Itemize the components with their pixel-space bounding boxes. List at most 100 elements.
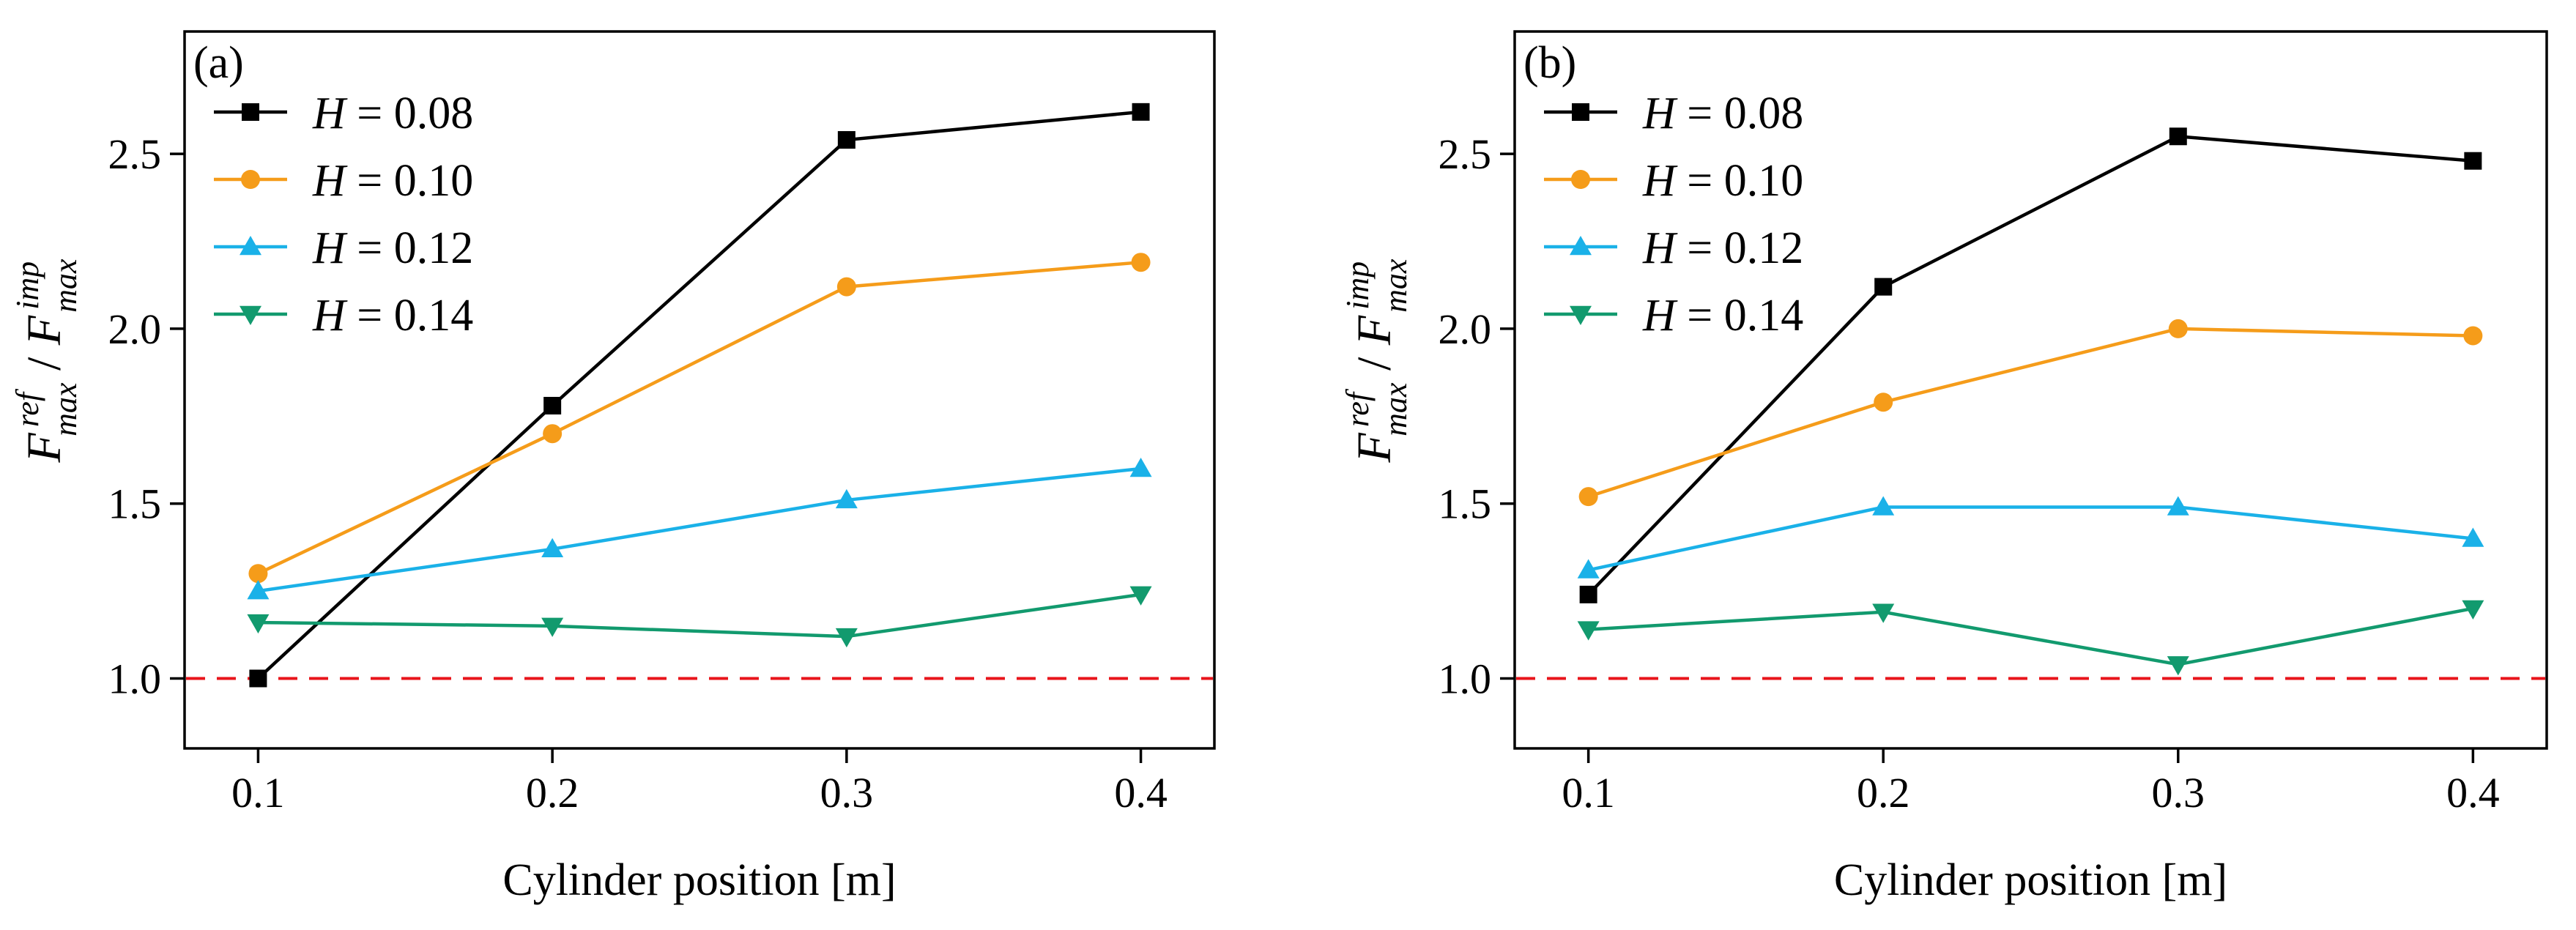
- data-point: [2463, 326, 2483, 346]
- y-title-separator: /: [18, 345, 71, 382]
- legend-value: 0.14: [1724, 291, 1804, 341]
- y-axis-title: Frefmax / Fimpmax: [1340, 258, 1414, 463]
- y-title-f-imp: F: [18, 315, 71, 346]
- x-axis-title: Cylinder position [m]: [502, 855, 896, 905]
- panel-label: (b): [1523, 38, 1576, 88]
- data-point: [1872, 603, 1895, 623]
- legend-label: H = 0.14: [312, 291, 473, 341]
- plot-frame: [183, 30, 1216, 750]
- y-title-sub-max: max: [48, 258, 83, 313]
- x-tick-label: 0.1: [1562, 769, 1615, 816]
- x-tick-label: 0.3: [820, 769, 874, 816]
- y-tick-label: 1.5: [1439, 480, 1492, 528]
- legend-label: H = 0.12: [312, 223, 473, 273]
- plot-frame: [1513, 30, 2548, 750]
- x-tick-label: 0.2: [1857, 769, 1910, 816]
- data-point: [1577, 621, 1600, 641]
- y-title-sup-ref: ref: [1340, 388, 1376, 427]
- legend-equals: =: [1676, 156, 1724, 206]
- y-title-sup-imp: imp: [10, 261, 45, 310]
- legend-item: H = 0.12: [214, 223, 473, 273]
- legend-equals: =: [346, 291, 394, 341]
- legend-equals: =: [1676, 291, 1724, 341]
- legend-variable: H: [312, 291, 348, 341]
- legend-equals: =: [346, 89, 394, 138]
- legend-label: H = 0.08: [1642, 89, 1803, 138]
- y-title-sup-imp: imp: [1340, 261, 1376, 310]
- y-title-sub-max: max: [48, 382, 83, 436]
- legend-marker: [240, 305, 261, 325]
- series-line: [1587, 327, 2473, 499]
- series-line: [258, 592, 1141, 639]
- legend-label: H = 0.08: [312, 89, 473, 138]
- data-point: [247, 580, 270, 600]
- legend-value: 0.08: [1724, 89, 1804, 138]
- legend-item: H = 0.08: [1544, 89, 1803, 138]
- legend-variable: H: [312, 223, 348, 273]
- legend-value: 0.10: [394, 156, 474, 206]
- data-point: [2167, 496, 2189, 516]
- data-point: [1131, 253, 1151, 272]
- series-line: [1588, 505, 2473, 572]
- legend-marker: [242, 103, 259, 121]
- data-point: [836, 277, 856, 297]
- series-h-012: [1577, 496, 2484, 579]
- data-point: [1579, 585, 1597, 603]
- y-title-sub-max: max: [1378, 258, 1414, 313]
- data-point: [2169, 127, 2187, 146]
- data-point: [2462, 527, 2484, 547]
- legend: H = 0.08H = 0.10H = 0.12H = 0.14: [1544, 89, 1803, 341]
- data-point: [247, 614, 270, 634]
- y-title-sup-ref: ref: [10, 388, 45, 427]
- legend-variable: H: [1642, 89, 1678, 138]
- legend-variable: H: [1642, 156, 1678, 206]
- data-point: [543, 396, 562, 414]
- y-tick-label: 1.0: [1439, 655, 1492, 702]
- series-line: [1587, 134, 2473, 596]
- y-tick-label: 1.5: [108, 480, 162, 528]
- legend-marker: [1571, 170, 1590, 189]
- legend-value: 0.10: [1724, 156, 1804, 206]
- legend-item: H = 0.08: [214, 89, 473, 138]
- legend-variable: H: [312, 89, 348, 138]
- series-line: [257, 260, 1141, 576]
- data-point: [2167, 656, 2189, 676]
- y-title-f-imp: F: [1348, 315, 1401, 346]
- legend-label: H = 0.14: [1642, 291, 1803, 341]
- data-point: [2462, 600, 2484, 620]
- legend-label: H = 0.10: [1642, 156, 1803, 206]
- legend-variable: H: [1642, 223, 1678, 273]
- legend-equals: =: [346, 156, 394, 206]
- legend-variable: H: [312, 156, 348, 206]
- legend-marker: [240, 236, 261, 256]
- data-point: [1874, 278, 1893, 296]
- data-point: [837, 131, 855, 149]
- legend-label: H = 0.12: [1642, 223, 1803, 273]
- x-tick-label: 0.3: [2152, 769, 2205, 816]
- series-line: [256, 110, 1141, 680]
- legend-marker: [1570, 305, 1592, 325]
- legend-marker: [1572, 103, 1589, 121]
- y-title-sub-max: max: [1378, 382, 1414, 436]
- data-point: [249, 669, 267, 688]
- x-tick-label: 0.2: [526, 769, 579, 816]
- legend-value: 0.08: [394, 89, 474, 138]
- panel-label: (a): [193, 38, 244, 88]
- series-h-014: [247, 586, 1152, 648]
- chart-panel-b: 0.1 0.2 0.3 0.4 1.0 1.5 2.0 2.5 Cylinder positio…: [1340, 30, 2548, 905]
- data-point: [1132, 103, 1150, 121]
- series-h-010: [248, 253, 1151, 584]
- legend-equals: =: [1676, 223, 1724, 273]
- data-point: [541, 617, 564, 637]
- legend-variable: H: [1642, 291, 1678, 341]
- y-axis-title: Frefmax / Fimpmax: [10, 258, 83, 463]
- legend-value: 0.14: [394, 291, 474, 341]
- series-h-008: [1579, 127, 2482, 603]
- data-point: [2464, 152, 2482, 170]
- y-tick-label: 2.5: [1439, 130, 1492, 178]
- y-tick-label: 1.0: [108, 655, 162, 702]
- x-tick-label: 0.4: [2446, 769, 2500, 816]
- legend-marker: [1570, 236, 1592, 256]
- data-point: [1872, 496, 1895, 516]
